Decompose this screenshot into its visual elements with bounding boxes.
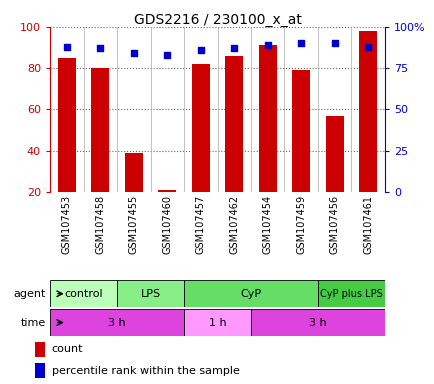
Point [197, 47, 204, 53]
Bar [35, 363, 45, 378]
Text: LPS: LPS [140, 289, 160, 299]
Point [331, 40, 338, 46]
Point [297, 40, 304, 46]
Bar [117, 280, 184, 307]
Text: 3 h: 3 h [108, 318, 125, 328]
Bar [358, 31, 377, 192]
Text: percentile rank within the sample: percentile rank within the sample [52, 366, 239, 376]
Point [130, 50, 137, 56]
Point [264, 42, 271, 48]
Bar [50, 280, 117, 307]
Bar [250, 309, 384, 336]
Text: control: control [64, 289, 102, 299]
Point [364, 44, 371, 50]
Bar [184, 280, 317, 307]
Point [63, 44, 70, 50]
Text: time: time [20, 318, 46, 328]
Text: 1 h: 1 h [208, 318, 226, 328]
Text: CyP: CyP [240, 289, 261, 299]
Bar [50, 309, 184, 336]
Bar [325, 116, 343, 192]
Bar [57, 58, 76, 192]
Text: CyP plus LPS: CyP plus LPS [319, 289, 382, 299]
Text: GDS2216 / 230100_x_at: GDS2216 / 230100_x_at [133, 13, 301, 27]
Bar [35, 342, 45, 357]
Text: count: count [52, 344, 83, 354]
Bar [184, 309, 250, 336]
Bar [91, 68, 109, 192]
Text: 3 h: 3 h [309, 318, 326, 328]
Point [97, 45, 104, 51]
Point [230, 45, 237, 51]
Bar [191, 64, 210, 192]
Bar [317, 280, 384, 307]
Bar [291, 70, 310, 192]
Bar [224, 56, 243, 192]
Text: agent: agent [13, 289, 46, 299]
Point [164, 52, 171, 58]
Bar [258, 45, 276, 192]
Bar [158, 190, 176, 192]
Bar [124, 153, 143, 192]
